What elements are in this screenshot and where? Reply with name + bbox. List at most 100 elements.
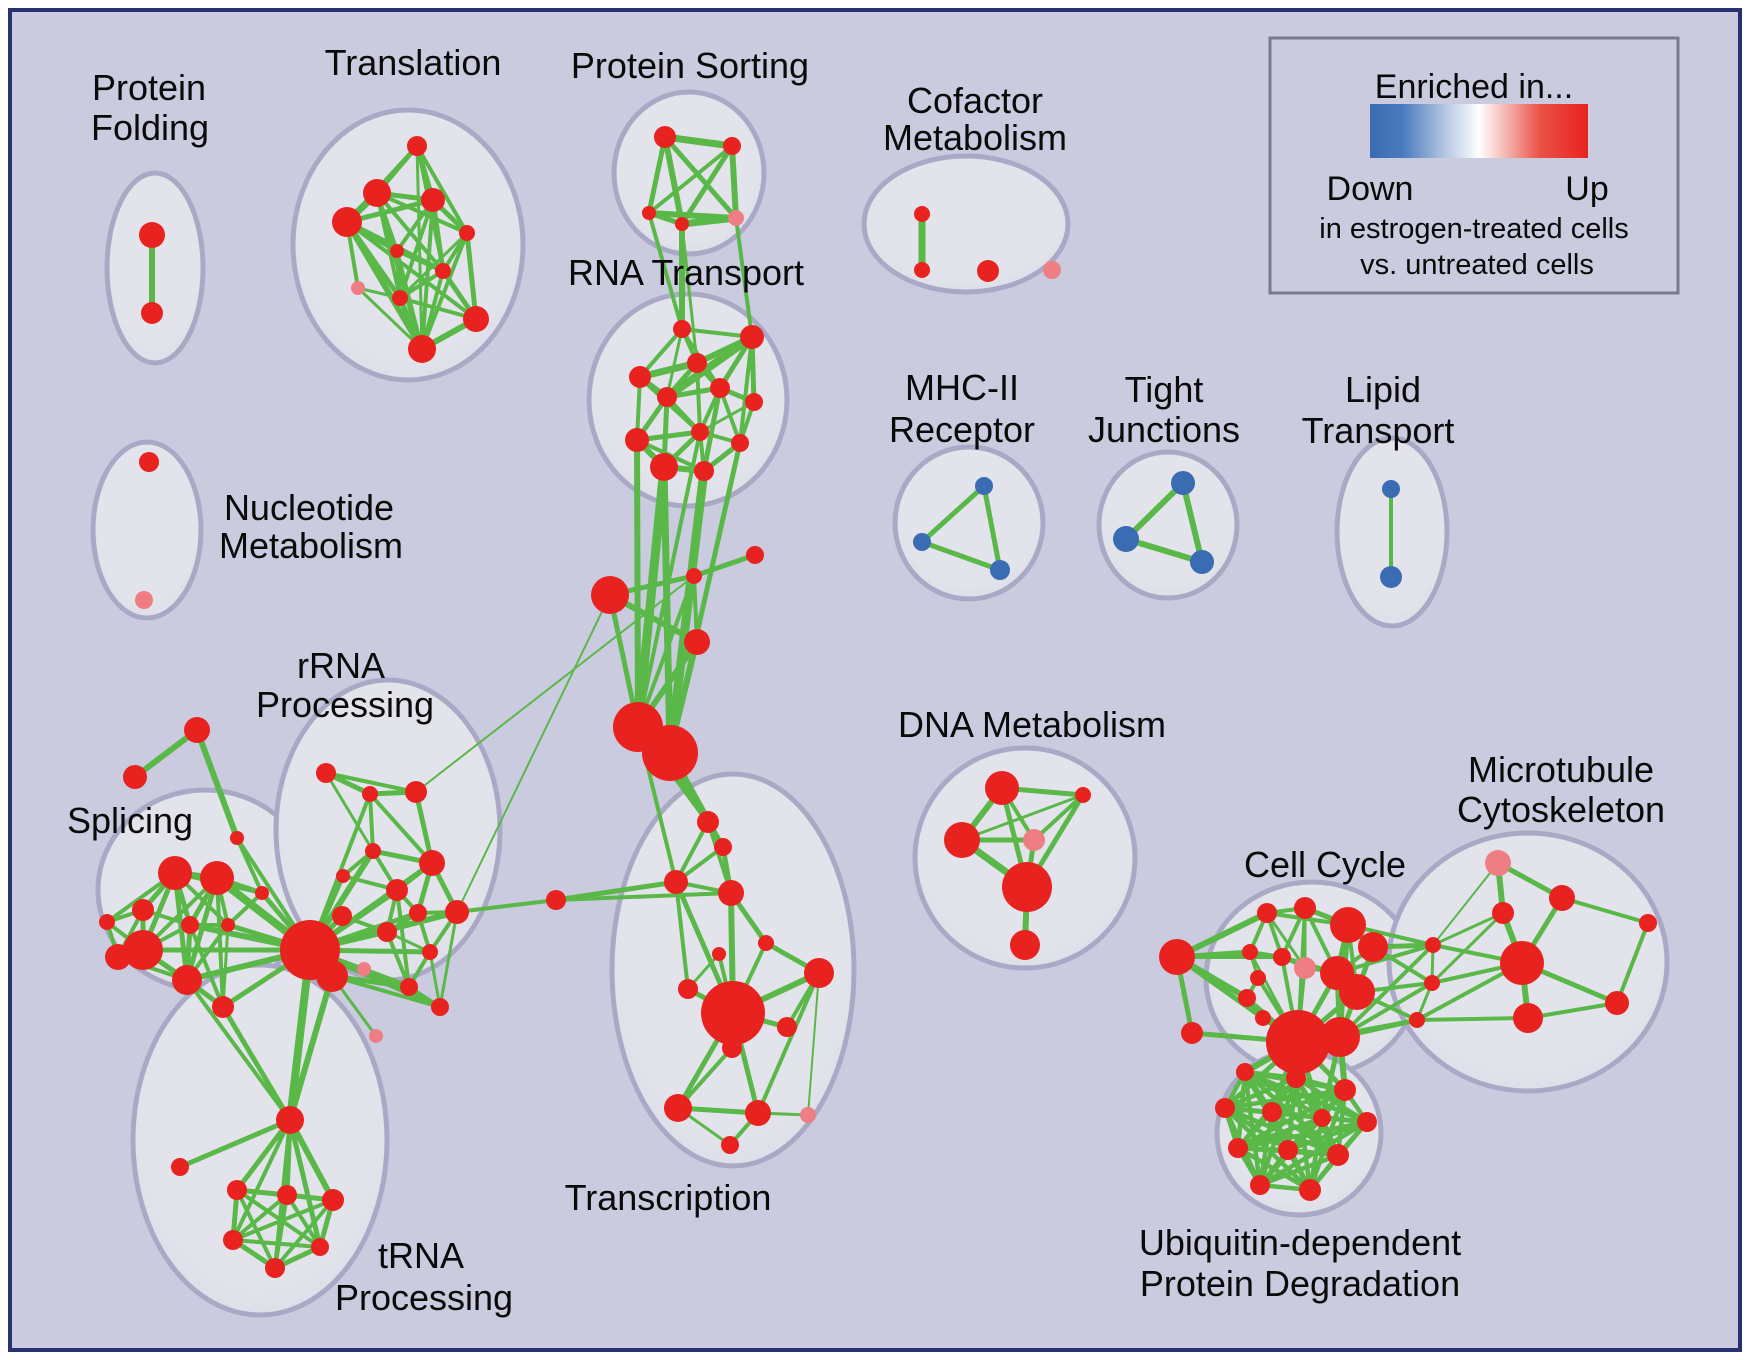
network-edge xyxy=(226,891,264,927)
network-node-red xyxy=(723,137,741,155)
network-edge xyxy=(287,973,335,1123)
network-node-red xyxy=(591,576,629,614)
network-edge xyxy=(1293,1075,1370,1125)
network-node-red xyxy=(1266,1010,1330,1074)
network-node-red xyxy=(664,870,688,894)
network-edge xyxy=(234,1117,293,1193)
network-edge xyxy=(665,466,709,758)
network-node-pink xyxy=(369,1029,383,1043)
cluster-trna-processing-ellipse xyxy=(130,962,390,1318)
network-node-red xyxy=(1357,1112,1377,1132)
network-node-red xyxy=(322,1189,344,1211)
cluster-translation-label: Translation xyxy=(325,42,502,83)
cluster-transcription-label: Transcription xyxy=(565,1177,772,1218)
network-node-red xyxy=(311,1238,329,1256)
network-edge xyxy=(1615,921,1650,1005)
cluster-nucleotide-metabolism-label-line2: Metabolism xyxy=(219,525,403,566)
network-node-red xyxy=(546,890,566,910)
network-node-red xyxy=(1075,787,1091,803)
network-node-red xyxy=(686,568,702,584)
network-edge xyxy=(330,974,442,1009)
network-edge xyxy=(729,143,739,221)
network-node-red xyxy=(1500,941,1544,985)
cluster-trna-processing-label-line1: tRNA xyxy=(378,1235,464,1276)
network-edge xyxy=(1222,1087,1348,1111)
legend-box xyxy=(1268,36,1680,295)
network-edge xyxy=(287,1117,323,1250)
network-edge xyxy=(398,296,478,321)
network-node-red xyxy=(1273,948,1291,966)
network-node-red xyxy=(1278,1140,1298,1160)
network-edge xyxy=(464,230,479,322)
network-edge xyxy=(344,219,425,352)
network-node-red xyxy=(664,1094,692,1122)
network-node-red xyxy=(1250,970,1266,986)
network-node-red xyxy=(944,822,980,858)
network-edge xyxy=(1560,896,1650,925)
network-node-red xyxy=(1425,937,1441,953)
network-node-blue xyxy=(913,533,931,551)
network-node-red xyxy=(740,325,764,349)
network-node-red xyxy=(701,981,765,1045)
network-edge xyxy=(919,483,987,545)
network-edge xyxy=(678,214,740,228)
network-edge xyxy=(324,771,375,853)
network-node-red xyxy=(697,811,719,833)
network-node-pink xyxy=(357,962,371,976)
cluster-mhc-ii-receptor-ellipse xyxy=(892,444,1046,602)
cluster-mhc-ii-receptor-label-line1: MHC-II xyxy=(905,367,1019,408)
network-node-red xyxy=(377,922,397,942)
network-edge xyxy=(235,1188,322,1249)
cluster-cell-cycle-label: Cell Cycle xyxy=(1244,844,1406,885)
cluster-mhc-ii-receptor-label-line2: Receptor xyxy=(889,409,1035,450)
network-edge xyxy=(691,552,758,579)
legend-title: Enriched in... xyxy=(1375,68,1573,106)
network-node-pink xyxy=(135,591,153,609)
network-edge xyxy=(1432,862,1499,946)
network-edge xyxy=(220,1004,293,1123)
network-edge xyxy=(660,463,674,757)
network-node-red xyxy=(710,378,730,398)
network-node-red xyxy=(1358,932,1388,962)
network-edge xyxy=(734,216,754,339)
network-node-red xyxy=(1605,991,1629,1015)
network-edge xyxy=(231,1118,292,1242)
cluster-cofactor-metabolism-label-line2: Metabolism xyxy=(883,117,1067,158)
network-edge xyxy=(1235,1119,1370,1151)
network-node-red xyxy=(419,850,445,876)
network-edge xyxy=(415,144,424,351)
network-edge xyxy=(420,231,469,351)
network-node-blue xyxy=(975,477,993,495)
network-node-red xyxy=(1262,1102,1282,1122)
network-node-red xyxy=(1424,975,1440,991)
network-edge xyxy=(345,220,478,321)
network-edge xyxy=(1257,1152,1341,1188)
network-node-red xyxy=(1492,902,1514,924)
network-node-red xyxy=(139,452,159,472)
network-node-red xyxy=(1286,1068,1306,1088)
network-node-red xyxy=(985,771,1019,805)
network-edges xyxy=(105,133,1650,1271)
network-node-red xyxy=(804,958,834,988)
network-node-red xyxy=(722,1038,742,1058)
network-edge xyxy=(395,249,445,273)
network-node-red xyxy=(1215,1098,1235,1118)
network-node-red xyxy=(265,1258,285,1278)
cluster-protein-folding-label-line2: Folding xyxy=(91,107,209,148)
network-node-red xyxy=(1181,1022,1203,1044)
network-node-red xyxy=(1320,1017,1360,1057)
legend-gradient-bar xyxy=(1370,104,1588,158)
cluster-rrna-processing-label-line1: rRNA xyxy=(297,645,385,686)
network-node-red xyxy=(1294,897,1316,919)
network-node-red xyxy=(1299,1179,1321,1201)
network-node-red xyxy=(392,290,408,306)
cluster-rna-transport-label: RNA Transport xyxy=(568,252,804,293)
network-node-red xyxy=(675,217,689,231)
network-node-red xyxy=(712,947,726,961)
network-node-red xyxy=(386,879,408,901)
network-node-red xyxy=(1236,1063,1254,1081)
cluster-lipid-transport-label-line1: Lipid xyxy=(1345,369,1421,410)
network-node-pink xyxy=(1294,957,1316,979)
network-node-red xyxy=(914,262,930,278)
